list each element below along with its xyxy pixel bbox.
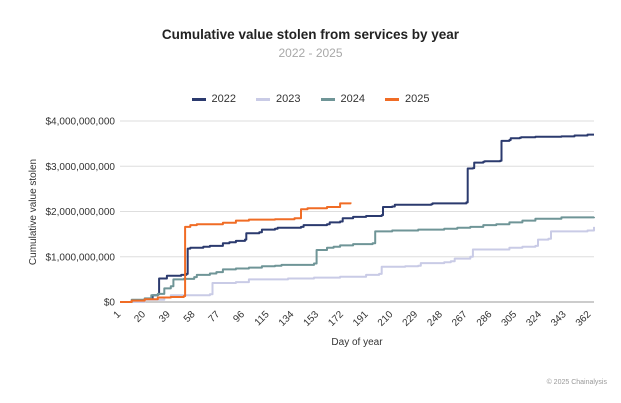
series-line-2024 [120,216,595,303]
x-tick-label: 153 [302,309,322,329]
legend-item-2023[interactable]: 2023 [256,93,301,105]
credit-text: © 2025 Chainalysis [546,379,607,386]
x-tick-label: 1 [112,309,124,321]
y-tick-label: $2,000,000,000 [45,207,115,218]
legend-item-2022[interactable]: 2022 [191,93,237,105]
x-tick-label: 324 [524,309,544,329]
legend-swatch-2024 [320,97,335,101]
x-tick-label: 286 [475,309,495,329]
y-tick-label: $1,000,000,000 [45,252,115,263]
legend-swatch-2025 [384,97,399,101]
chart-title: Cumulative value stolen from services by… [161,27,460,42]
series-line-2023 [120,226,595,303]
x-tick-label: 248 [425,309,445,329]
series-line-2022 [120,133,594,303]
x-tick-label: 172 [326,309,346,329]
x-tick-label: 58 [182,309,198,325]
x-tick-label: 96 [231,309,247,325]
y-tick-label: $0 [104,298,116,309]
x-tick-label: 229 [401,309,421,329]
x-tick-label: 77 [207,309,223,325]
y-tick-label: $4,000,000,000 [45,117,115,128]
legend-label-2024: 2024 [340,93,365,105]
x-tick-label: 362 [574,309,594,329]
y-axis-ticks: $0 $1,000,000,000 $2,000,000,000 $3,000,000… [45,117,115,309]
series-lines [120,133,595,303]
x-tick-label: 191 [351,309,371,329]
legend-label-2022: 2022 [211,93,237,105]
legend-swatch-2022 [191,97,206,101]
chart-legend: 2022 2023 2024 2025 [0,93,621,105]
legend-swatch-2023 [256,97,271,101]
legend-item-2024[interactable]: 2024 [320,93,365,105]
x-tick-label: 134 [277,309,297,329]
x-tick-label: 39 [157,309,173,325]
x-tick-label: 20 [132,309,148,325]
x-axis-ticks: 1 20 39 58 77 96 115 134 153 172 191 210 229 248 267 28… [112,309,594,329]
x-tick-label: 267 [450,309,470,329]
gridlines [120,120,594,303]
legend-item-2025[interactable]: 2025 [384,93,430,105]
x-tick-label: 343 [549,309,569,329]
series-line-2025 [120,202,352,303]
x-tick-label: 115 [253,309,272,328]
y-axis-title: Cumulative value stolen [28,159,39,265]
y-tick-label: $3,000,000,000 [45,162,115,173]
chart-subtitle: 2022 - 2025 [278,46,343,60]
x-tick-label: 210 [376,309,396,329]
legend-label-2023: 2023 [276,93,301,105]
legend-label-2025: 2025 [404,93,430,105]
x-axis-title: Day of year [331,337,383,348]
x-tick-label: 305 [500,309,520,329]
